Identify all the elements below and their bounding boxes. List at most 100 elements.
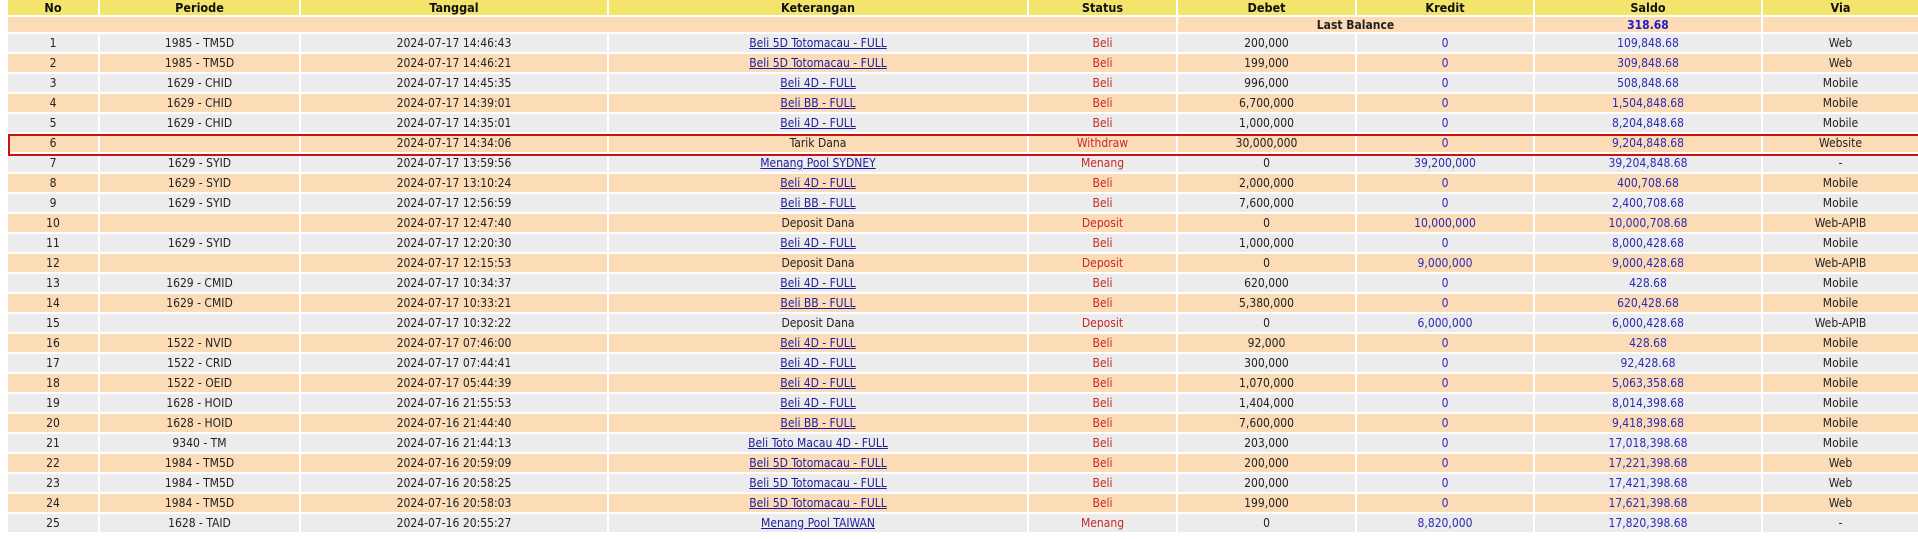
row-via: Web: [1763, 454, 1918, 472]
table-row: 3 1629 - CHID 2024-07-17 14:45:35 Beli 4D -…: [8, 74, 1918, 92]
row-via: -: [1763, 514, 1918, 532]
row-saldo: 508,848.68: [1535, 74, 1761, 92]
keterangan-link[interactable]: Beli BB - FULL: [780, 416, 856, 430]
keterangan-link[interactable]: Menang Pool SYDNEY: [760, 156, 876, 170]
keterangan-link[interactable]: Beli 5D Totomacau - FULL: [749, 56, 887, 70]
row-tanggal: 2024-07-17 10:32:22: [301, 314, 607, 332]
row-debet: 200,000: [1178, 34, 1355, 52]
table-header: No Periode Tanggal Keterangan Status Deb…: [8, 0, 1918, 15]
row-no: 13: [8, 274, 98, 292]
row-debet: 199,000: [1178, 494, 1355, 512]
keterangan-link[interactable]: Beli Toto Macau 4D - FULL: [748, 436, 888, 450]
row-saldo: 8,014,398.68: [1535, 394, 1761, 412]
row-saldo: 400,708.68: [1535, 174, 1761, 192]
row-tanggal: 2024-07-17 05:44:39: [301, 374, 607, 392]
row-saldo: 5,063,358.68: [1535, 374, 1761, 392]
table-row: 23 1984 - TM5D 2024-07-16 20:58:25 Beli 5D …: [8, 474, 1918, 492]
keterangan-link[interactable]: Beli BB - FULL: [780, 296, 856, 310]
row-no: 24: [8, 494, 98, 512]
row-status: Beli: [1029, 454, 1176, 472]
keterangan-link[interactable]: Beli 5D Totomacau - FULL: [749, 496, 887, 510]
keterangan-link[interactable]: Beli 5D Totomacau - FULL: [749, 456, 887, 470]
row-tanggal: 2024-07-17 14:45:35: [301, 74, 607, 92]
row-keterangan: Beli 5D Totomacau - FULL: [609, 454, 1027, 472]
table-row: 18 1522 - OEID 2024-07-17 05:44:39 Beli 4D …: [8, 374, 1918, 392]
row-status: Beli: [1029, 234, 1176, 252]
keterangan-link[interactable]: Beli 5D Totomacau - FULL: [749, 476, 887, 490]
row-tanggal: 2024-07-17 10:34:37: [301, 274, 607, 292]
row-keterangan: Menang Pool TAIWAN: [609, 514, 1027, 532]
row-tanggal: 2024-07-16 21:55:53: [301, 394, 607, 412]
row-periode: 1628 - HOID: [100, 394, 299, 412]
keterangan-link[interactable]: Beli 4D - FULL: [780, 236, 856, 250]
keterangan-link[interactable]: Beli 5D Totomacau - FULL: [749, 36, 887, 50]
row-saldo: 9,000,428.68: [1535, 254, 1761, 272]
keterangan-link[interactable]: Beli 4D - FULL: [780, 396, 856, 410]
row-periode: 1522 - NVID: [100, 334, 299, 352]
keterangan-link[interactable]: Beli 4D - FULL: [780, 176, 856, 190]
keterangan-link[interactable]: Beli BB - FULL: [780, 196, 856, 210]
row-keterangan: Beli Toto Macau 4D - FULL: [609, 434, 1027, 452]
row-kredit: 0: [1357, 74, 1533, 92]
col-debet: Debet: [1178, 0, 1355, 15]
row-no: 17: [8, 354, 98, 372]
keterangan-link[interactable]: Beli 4D - FULL: [780, 76, 856, 90]
row-via: Mobile: [1763, 414, 1918, 432]
row-kredit: 0: [1357, 234, 1533, 252]
row-status: Beli: [1029, 434, 1176, 452]
row-saldo: 9,204,848.68: [1535, 134, 1761, 152]
row-status: Beli: [1029, 274, 1176, 292]
row-status: Beli: [1029, 174, 1176, 192]
row-kredit: 8,820,000: [1357, 514, 1533, 532]
row-tanggal: 2024-07-17 12:20:30: [301, 234, 607, 252]
col-tanggal: Tanggal: [301, 0, 607, 15]
row-keterangan: Beli 5D Totomacau - FULL: [609, 474, 1027, 492]
row-tanggal: 2024-07-17 14:46:43: [301, 34, 607, 52]
table-row: 25 1628 - TAID 2024-07-16 20:55:27 Menang P…: [8, 514, 1918, 532]
row-keterangan: Beli 4D - FULL: [609, 234, 1027, 252]
keterangan-link[interactable]: Beli 4D - FULL: [780, 356, 856, 370]
table-row: 16 1522 - NVID 2024-07-17 07:46:00 Beli 4D …: [8, 334, 1918, 352]
row-no: 6: [8, 134, 98, 152]
table-row: 5 1629 - CHID 2024-07-17 14:35:01 Beli 4D -…: [8, 114, 1918, 132]
row-kredit: 0: [1357, 354, 1533, 372]
keterangan-link[interactable]: Menang Pool TAIWAN: [761, 516, 875, 530]
row-via: Website: [1763, 134, 1918, 152]
row-status: Beli: [1029, 354, 1176, 372]
row-status: Beli: [1029, 334, 1176, 352]
table-row: 6 2024-07-17 14:34:06 Tarik Dana Withdraw 30…: [8, 134, 1918, 152]
keterangan-link[interactable]: Beli 4D - FULL: [780, 336, 856, 350]
row-periode: 1628 - HOID: [100, 414, 299, 432]
row-debet: 1,000,000: [1178, 114, 1355, 132]
row-saldo: 17,820,398.68: [1535, 514, 1761, 532]
row-no: 11: [8, 234, 98, 252]
row-kredit: 6,000,000: [1357, 314, 1533, 332]
table-row: 8 1629 - SYID 2024-07-17 13:10:24 Beli 4D -…: [8, 174, 1918, 192]
row-keterangan: Beli 5D Totomacau - FULL: [609, 54, 1027, 72]
col-kredit: Kredit: [1357, 0, 1533, 15]
row-saldo: 109,848.68: [1535, 34, 1761, 52]
table-row: 1 1985 - TM5D 2024-07-17 14:46:43 Beli 5D T…: [8, 34, 1918, 52]
keterangan-link[interactable]: Beli BB - FULL: [780, 96, 856, 110]
row-kredit: 0: [1357, 94, 1533, 112]
row-via: Web: [1763, 34, 1918, 52]
row-no: 7: [8, 154, 98, 172]
row-periode: 1629 - CHID: [100, 94, 299, 112]
row-periode: 1629 - CHID: [100, 74, 299, 92]
row-status: Beli: [1029, 54, 1176, 72]
row-kredit: 0: [1357, 474, 1533, 492]
row-saldo: 428.68: [1535, 334, 1761, 352]
row-via: Mobile: [1763, 354, 1918, 372]
row-periode: [100, 214, 299, 232]
row-status: Deposit: [1029, 314, 1176, 332]
row-kredit: 0: [1357, 114, 1533, 132]
row-saldo: 6,000,428.68: [1535, 314, 1761, 332]
row-debet: 0: [1178, 154, 1355, 172]
row-debet: 1,000,000: [1178, 234, 1355, 252]
keterangan-link[interactable]: Beli 4D - FULL: [780, 376, 856, 390]
keterangan-link[interactable]: Beli 4D - FULL: [780, 116, 856, 130]
row-debet: 199,000: [1178, 54, 1355, 72]
table-row: 10 2024-07-17 12:47:40 Deposit Dana Deposit…: [8, 214, 1918, 232]
table-row: 20 1628 - HOID 2024-07-16 21:44:40 Beli BB …: [8, 414, 1918, 432]
keterangan-link[interactable]: Beli 4D - FULL: [780, 276, 856, 290]
